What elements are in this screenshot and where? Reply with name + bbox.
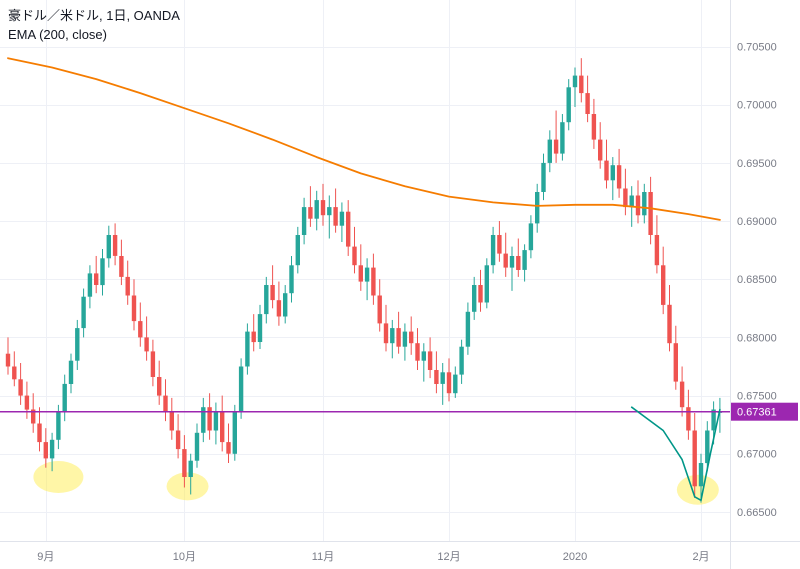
indicator-legend[interactable]: EMA (200, close) bbox=[8, 25, 180, 44]
axis-tick-label: 0.69500 bbox=[737, 158, 777, 170]
symbol-title[interactable]: 豪ドル／米ドル, 1日, OANDA bbox=[8, 8, 180, 23]
axis-tick-label: 0.67500 bbox=[737, 391, 777, 403]
axis-tick-label: 0.67000 bbox=[737, 449, 777, 461]
ema-line[interactable] bbox=[7, 57, 721, 221]
highlight-ellipse[interactable] bbox=[33, 461, 84, 494]
axis-tick-label: 0.70000 bbox=[737, 100, 777, 112]
time-tick-label: 10月 bbox=[173, 551, 196, 563]
symbol-legend[interactable]: 豪ドル／米ドル, 1日, OANDA bbox=[8, 6, 180, 25]
highlight-ellipse[interactable] bbox=[166, 472, 209, 501]
time-tick-label: 2020 bbox=[563, 551, 587, 563]
axis-tick-label: 0.68000 bbox=[737, 332, 777, 344]
axis-tick-label: 0.66500 bbox=[737, 507, 777, 519]
time-tick-label: 11月 bbox=[312, 551, 334, 563]
axis-tick-label: 0.70500 bbox=[737, 42, 777, 54]
highlight-annotations[interactable] bbox=[33, 461, 719, 505]
time-axis[interactable]: 9月 10月 11月 12月 2020 2月 bbox=[37, 551, 709, 563]
trend-drawing[interactable] bbox=[630, 406, 721, 502]
time-tick-label: 12月 bbox=[437, 551, 460, 563]
axis-tick-label: 0.69000 bbox=[737, 216, 777, 228]
time-tick-label: 2月 bbox=[692, 551, 709, 563]
axis-tick-label: 0.68500 bbox=[737, 274, 777, 286]
indicator-label[interactable]: EMA (200, close) bbox=[8, 27, 107, 42]
chart-legend: 豪ドル／米ドル, 1日, OANDA EMA (200, close) bbox=[8, 6, 180, 44]
highlight-ellipse[interactable] bbox=[676, 474, 719, 505]
time-axis-background bbox=[0, 541, 800, 569]
last-price-badge: 0.67361 bbox=[731, 402, 798, 421]
price-axis-background bbox=[730, 0, 800, 569]
candles-layer bbox=[5, 58, 723, 503]
last-price-value: 0.67361 bbox=[737, 407, 777, 419]
price-axis[interactable]: 0.70500 0.70000 0.69500 0.69000 0.68500 0.680… bbox=[737, 42, 777, 519]
time-tick-label: 9月 bbox=[37, 551, 54, 563]
